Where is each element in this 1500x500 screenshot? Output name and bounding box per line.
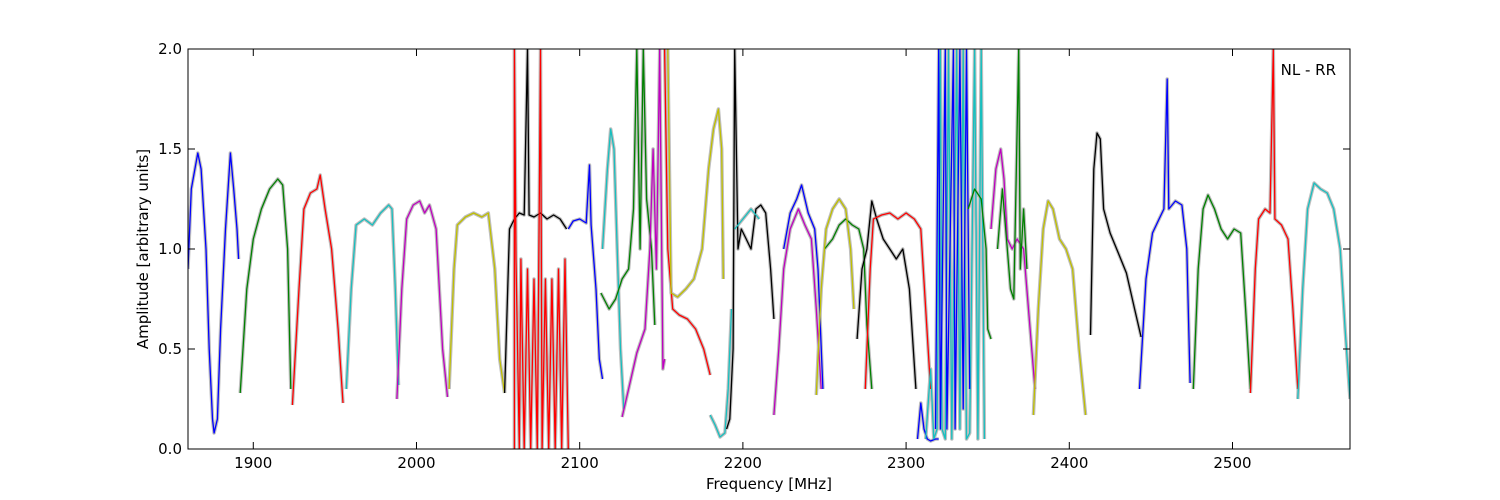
band-trace-23 xyxy=(916,402,939,442)
band-trace-33 xyxy=(1249,49,1299,394)
band-trace-32 xyxy=(1192,194,1252,390)
x-tick-label: 2500 xyxy=(1213,454,1251,472)
y-tick-label: 0.0 xyxy=(158,440,182,458)
band-trace-16 xyxy=(734,208,760,230)
series-layer xyxy=(188,49,1350,449)
band-trace-17 xyxy=(773,208,822,416)
band-trace-0 xyxy=(188,152,240,434)
reference-trace-8 xyxy=(566,163,605,380)
band-trace-8 xyxy=(567,164,604,380)
band-trace-25 xyxy=(934,49,971,430)
x-tick-label: 2300 xyxy=(887,454,925,472)
chart-annotation: NL - RR xyxy=(1281,61,1336,79)
band-trace-4 xyxy=(396,200,449,400)
band-trace-9 xyxy=(601,128,625,410)
y-tick-label: 0.5 xyxy=(158,340,182,358)
band-trace-3 xyxy=(345,204,400,390)
band-trace-7 xyxy=(513,49,569,449)
band-trace-21 xyxy=(856,200,917,390)
y-tick-label: 1.5 xyxy=(158,140,182,158)
band-trace-1 xyxy=(239,178,292,394)
x-tick-label: 2200 xyxy=(724,454,762,472)
reference-trace-3 xyxy=(344,203,401,390)
band-trace-28 xyxy=(996,49,1028,300)
reference-trace-13 xyxy=(666,49,726,299)
band-trace-27 xyxy=(990,148,1036,390)
band-trace-12 xyxy=(663,49,711,376)
band-trace-22 xyxy=(864,212,932,390)
x-tick-label: 2400 xyxy=(1050,454,1088,472)
band-trace-18 xyxy=(783,184,824,390)
band-trace-31 xyxy=(1138,78,1191,390)
band-trace-11 xyxy=(621,49,666,418)
band-trace-2 xyxy=(291,174,344,406)
y-axis-label: Amplitude [arbitrary units] xyxy=(134,149,152,349)
y-tick-label: 1.0 xyxy=(158,240,182,258)
band-trace-5 xyxy=(448,212,506,394)
y-axis-ticks: 0.0 0.5 1.0 1.5 2.0 xyxy=(158,40,1350,458)
band-trace-13 xyxy=(667,49,724,298)
x-tick-label: 1900 xyxy=(234,454,272,472)
x-axis-ticks: 1900 2000 2100 2200 2300 2400 2500 xyxy=(234,49,1252,472)
y-tick-label: 2.0 xyxy=(158,40,182,58)
band-trace-34 xyxy=(1297,182,1350,400)
band-trace-19 xyxy=(823,218,873,390)
reference-trace-9 xyxy=(600,127,626,410)
band-trace-20 xyxy=(815,198,855,396)
band-trace-26 xyxy=(967,188,992,340)
band-trace-14 xyxy=(709,308,733,438)
x-tick-label: 2100 xyxy=(561,454,599,472)
band-trace-10 xyxy=(600,49,656,326)
reference-trace-31 xyxy=(1137,77,1192,390)
reference-trace-0 xyxy=(188,151,241,435)
x-axis-label: Frequency [MHz] xyxy=(706,475,832,493)
band-trace-15 xyxy=(725,49,775,430)
band-trace-30 xyxy=(1089,132,1142,338)
x-tick-label: 2000 xyxy=(397,454,435,472)
band-trace-29 xyxy=(1032,200,1087,416)
reference-trace-29 xyxy=(1031,199,1088,416)
